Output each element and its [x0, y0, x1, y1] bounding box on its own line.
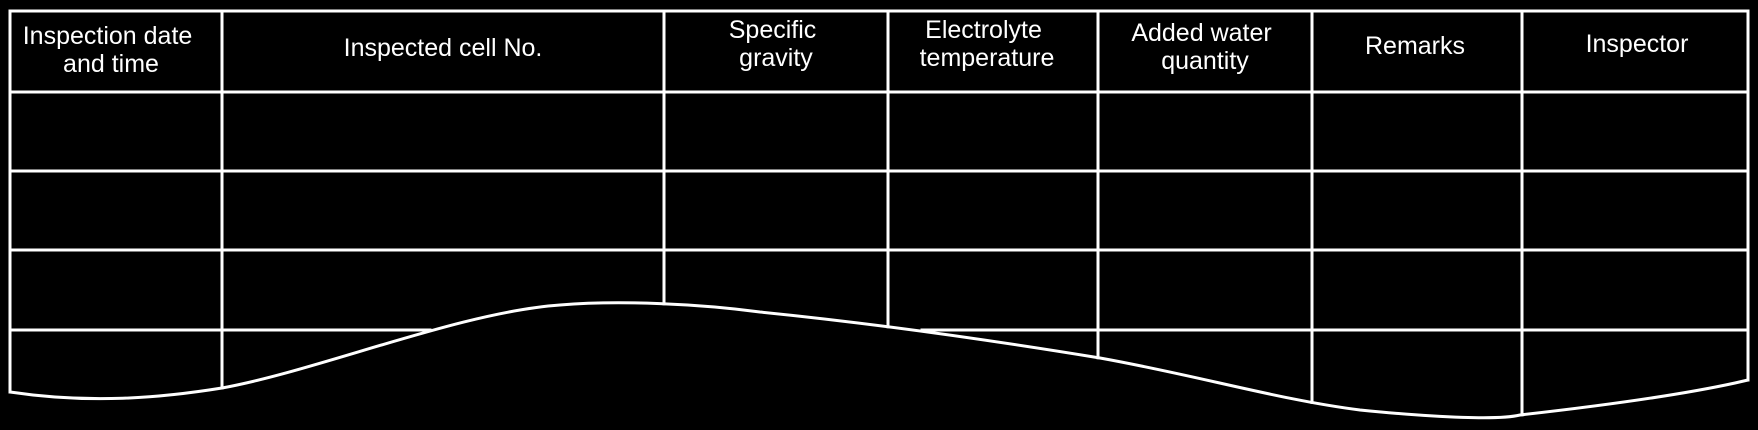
torn-edge-wave-line: [9, 301, 1749, 420]
header-added-water-quantity: Added water quantity: [1131, 19, 1278, 75]
table-grid-lines: [8, 9, 1750, 417]
header-electrolyte-temperature: Electrolyte temperature: [920, 16, 1055, 72]
header-inspector: Inspector: [1586, 30, 1689, 58]
header-row: Inspection date and time Inspected cell …: [23, 16, 1689, 78]
header-remarks: Remarks: [1365, 32, 1465, 60]
header-inspected-cell-no: Inspected cell No.: [344, 34, 543, 62]
header-inspection-date-time: Inspection date and time: [23, 22, 200, 78]
header-specific-gravity: Specific gravity: [729, 16, 824, 72]
